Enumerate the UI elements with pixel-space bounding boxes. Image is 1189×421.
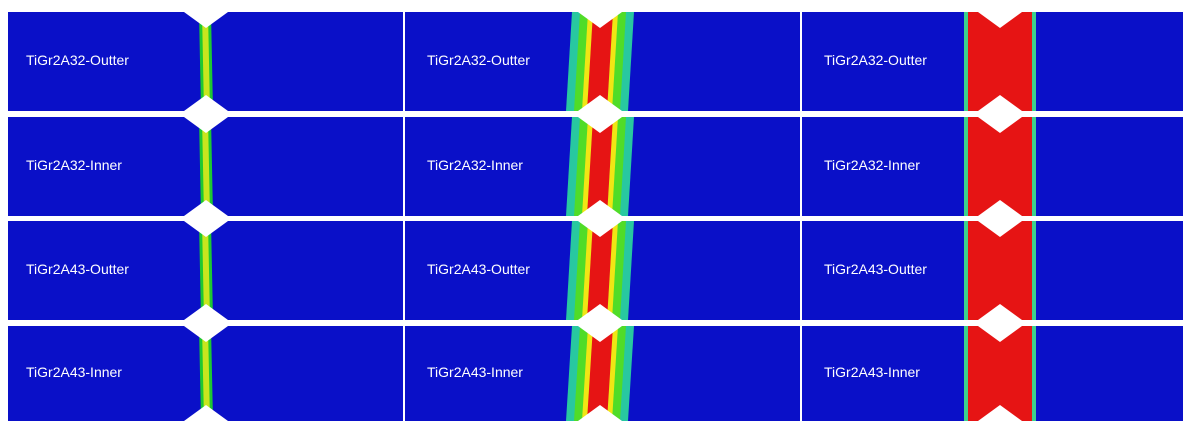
panel-label: TiGr2A43-Outter — [824, 261, 927, 277]
panel-label: TiGr2A32-Inner — [26, 157, 122, 173]
panel-label: TiGr2A32-Outter — [824, 52, 927, 68]
panel-label: TiGr2A43-Inner — [427, 364, 523, 380]
panel: TiGr2A43-Inner — [8, 326, 403, 421]
panel: TiGr2A43-Outter — [802, 221, 1183, 320]
panel-label: TiGr2A32-Inner — [824, 157, 920, 173]
panel: TiGr2A32-Inner — [802, 117, 1183, 216]
panel-label: TiGr2A43-Inner — [824, 364, 920, 380]
figure: TiGr2A32-Outter TiGr2A32-Inner TiGr2A43-Ou… — [0, 0, 1189, 421]
panel-label: TiGr2A32-Outter — [427, 52, 530, 68]
panel: TiGr2A32-Inner — [405, 117, 800, 216]
panel-label: TiGr2A43-Outter — [427, 261, 530, 277]
panel: TiGr2A43-Inner — [802, 326, 1183, 421]
panel: TiGr2A43-Outter — [405, 221, 800, 320]
panel: TiGr2A32-Outter — [8, 12, 403, 111]
panel: TiGr2A32-Outter — [802, 12, 1183, 111]
panel: TiGr2A43-Outter — [8, 221, 403, 320]
panel: TiGr2A43-Inner — [405, 326, 800, 421]
panel-label: TiGr2A43-Outter — [26, 261, 129, 277]
panel-label: TiGr2A32-Inner — [427, 157, 523, 173]
panel-label: TiGr2A32-Outter — [26, 52, 129, 68]
panel: TiGr2A32-Outter — [405, 12, 800, 111]
panel-label: TiGr2A43-Inner — [26, 364, 122, 380]
panel: TiGr2A32-Inner — [8, 117, 403, 216]
